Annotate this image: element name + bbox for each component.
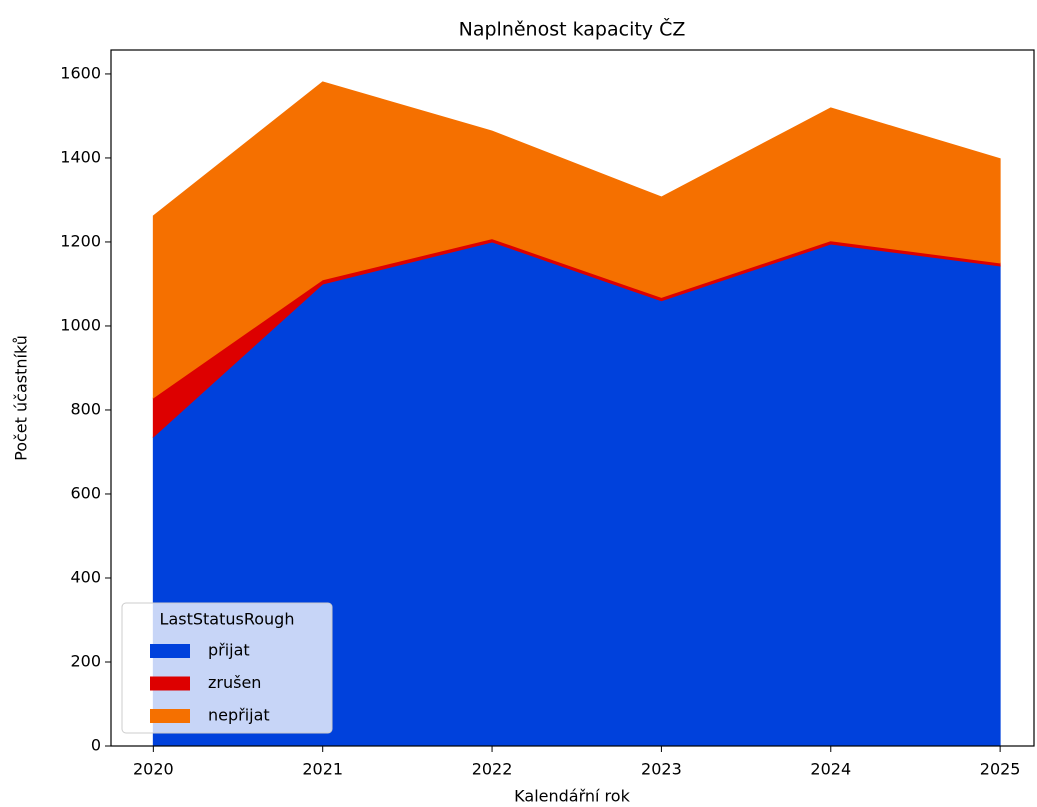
x-tick-label: 2025 — [980, 760, 1021, 779]
plot-frame — [110, 49, 1035, 747]
y-tick-label: 200 — [70, 651, 101, 670]
area — [152, 81, 1001, 399]
y-tick-label: 800 — [70, 399, 101, 418]
legend-swatch — [150, 709, 190, 723]
y-axis-label: Počet účastníků — [12, 335, 31, 461]
legend-box — [121, 602, 333, 734]
chart-title: Naplněnost kapacity ČZ — [459, 17, 686, 41]
x-axis-label: Kalendářní rok — [514, 787, 630, 806]
legend-swatch — [150, 676, 190, 691]
x-tick-label: 2022 — [472, 760, 513, 779]
legend-label: nepřijat — [208, 706, 270, 725]
y-tick-label: 1200 — [60, 231, 101, 250]
x-tick-label: 2021 — [302, 760, 343, 779]
legend-title: LastStatusRough — [160, 610, 295, 629]
legend-label: zrušen — [208, 673, 261, 692]
y-tick-label: 1600 — [60, 63, 101, 82]
x-tick-label: 2024 — [810, 760, 851, 779]
y-tick-label: 600 — [70, 483, 101, 502]
y-tick-label: 0 — [91, 736, 101, 755]
y-tick-label: 1000 — [60, 315, 101, 334]
legend-swatch — [150, 644, 190, 658]
x-tick-label: 2023 — [641, 760, 682, 779]
legend-label: přijat — [208, 641, 250, 660]
x-tick-label: 2020 — [133, 760, 174, 779]
y-tick-label: 400 — [70, 567, 101, 586]
y-tick-label: 1400 — [60, 147, 101, 166]
